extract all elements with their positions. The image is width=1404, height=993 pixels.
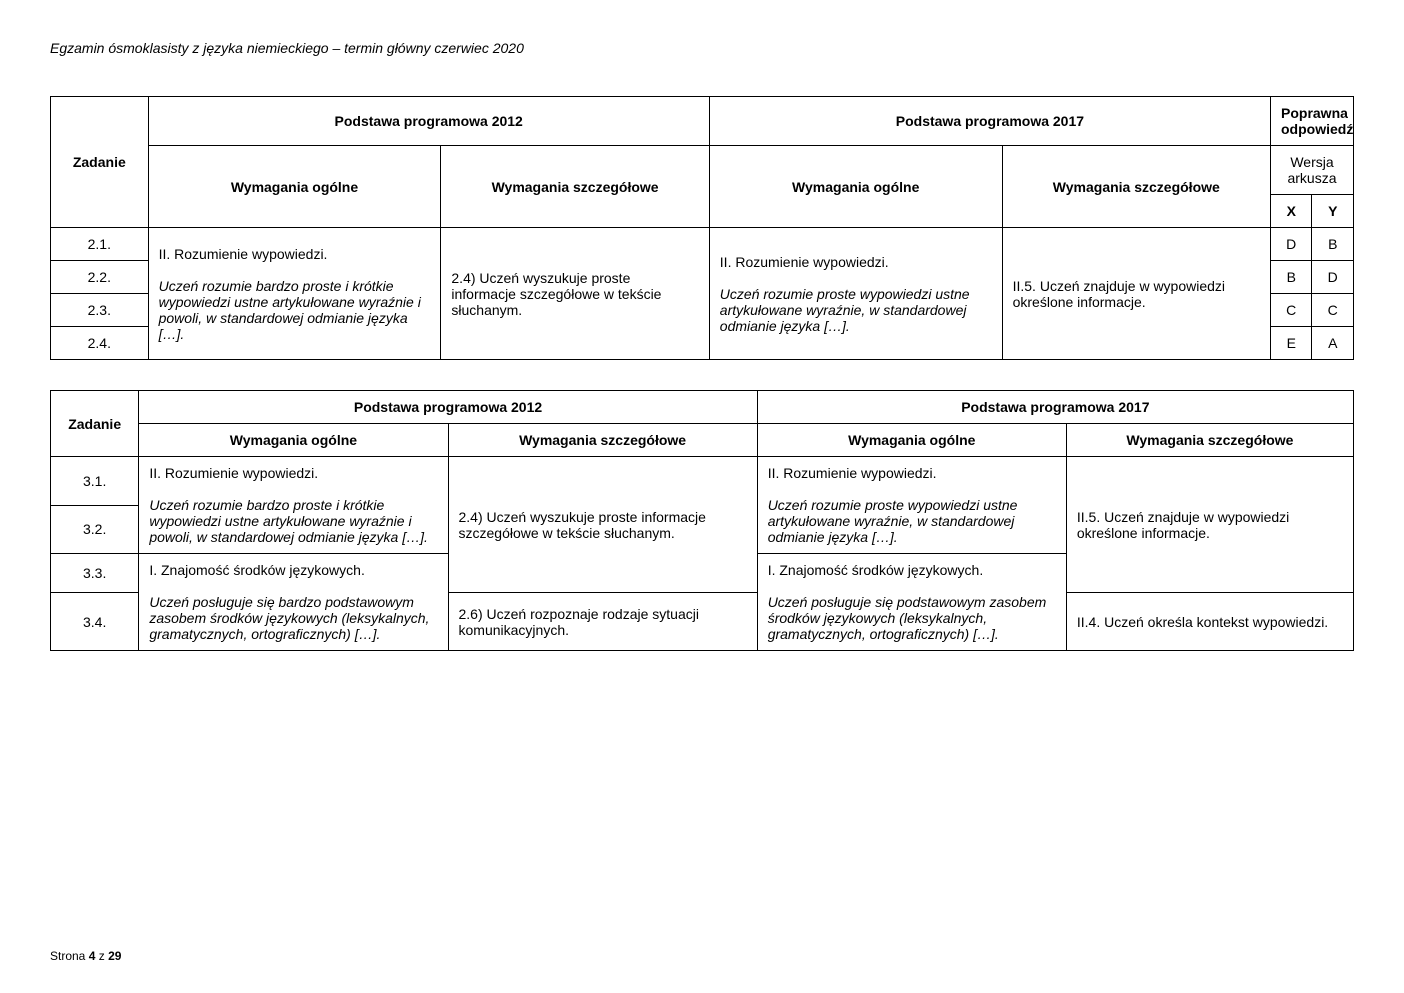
header-pp2012: Podstawa programowa 2012	[148, 97, 709, 146]
text-sub: Uczeń rozumie proste wypowiedzi ustne ar…	[768, 497, 1056, 545]
text-main: II. Rozumienie wypowiedzi.	[768, 465, 1056, 481]
text-main: I. Znajomość środków językowych.	[768, 562, 1056, 578]
header-wo-2012: Wymagania ogólne	[139, 424, 448, 457]
cell-ws-2017-34: II.4. Uczeń określa kontekst wypowiedzi.	[1066, 593, 1353, 651]
cell-zadanie: 2.1.	[51, 228, 149, 261]
header-pp2017: Podstawa programowa 2017	[709, 97, 1270, 146]
header-zadanie: Zadanie	[51, 391, 139, 457]
cell-zadanie: 3.3.	[51, 554, 139, 593]
cell-y: A	[1312, 327, 1354, 360]
header-ws-2012: Wymagania szczegółowe	[448, 424, 757, 457]
text-sub: Uczeń posługuje się podstawowym zasobem …	[768, 594, 1056, 642]
header-pp2017: Podstawa programowa 2017	[757, 391, 1353, 424]
cell-zadanie: 2.2.	[51, 261, 149, 294]
text-sub: Uczeń rozumie proste wypowiedzi ustne ar…	[720, 286, 992, 334]
table-row: Zadanie Podstawa programowa 2012 Podstaw…	[51, 97, 1354, 146]
header-ws-2017: Wymagania szczegółowe	[1066, 424, 1353, 457]
header-wo-2017: Wymagania ogólne	[709, 146, 1002, 228]
header-x: X	[1271, 195, 1312, 228]
header-pp2012: Podstawa programowa 2012	[139, 391, 757, 424]
cell-ws-2012-34: 2.6) Uczeń rozpoznaje rodzaje sytuacji k…	[448, 593, 757, 651]
cell-zadanie: 3.2.	[51, 505, 139, 554]
table-row: 2.1. II. Rozumienie wypowiedzi. Uczeń ro…	[51, 228, 1354, 261]
table-row: Wymagania ogólne Wymagania szczegółowe W…	[51, 146, 1354, 195]
cell-wo-2012-bottom: I. Znajomość środków językowych. Uczeń p…	[139, 554, 448, 651]
table-row: Wymagania ogólne Wymagania szczegółowe W…	[51, 424, 1354, 457]
cell-x: B	[1271, 261, 1312, 294]
header-poprawna: Poprawna odpowiedź	[1271, 97, 1354, 146]
table-row: 3.1. II. Rozumienie wypowiedzi. Uczeń ro…	[51, 457, 1354, 506]
cell-y: D	[1312, 261, 1354, 294]
header-ws-2012: Wymagania szczegółowe	[441, 146, 709, 228]
header-zadanie: Zadanie	[51, 97, 149, 228]
header-y: Y	[1312, 195, 1354, 228]
header-wo-2012: Wymagania ogólne	[148, 146, 441, 228]
header-wo-2017: Wymagania ogólne	[757, 424, 1066, 457]
text-main: II. Rozumienie wypowiedzi.	[159, 246, 431, 262]
cell-ws-2017-top: II.5. Uczeń znajduje w wypowiedzi określ…	[1066, 457, 1353, 593]
cell-x: C	[1271, 294, 1312, 327]
header-wersja: Wersja arkusza	[1271, 146, 1354, 195]
cell-x: D	[1271, 228, 1312, 261]
cell-zadanie: 3.4.	[51, 593, 139, 651]
text-sub: Uczeń posługuje się bardzo podstawowym z…	[149, 594, 437, 642]
cell-ws-2017: II.5. Uczeń znajduje w wypowiedzi określ…	[1002, 228, 1270, 360]
table-1: Zadanie Podstawa programowa 2012 Podstaw…	[50, 96, 1354, 360]
text-main: II. Rozumienie wypowiedzi.	[149, 465, 437, 481]
cell-wo-2012-top: II. Rozumienie wypowiedzi. Uczeń rozumie…	[139, 457, 448, 554]
header-ws-2017: Wymagania szczegółowe	[1002, 146, 1270, 228]
text-main: I. Znajomość środków językowych.	[149, 562, 437, 578]
cell-wo-2017: II. Rozumienie wypowiedzi. Uczeń rozumie…	[709, 228, 1002, 360]
page-footer: Strona 4 z 29	[50, 949, 121, 963]
cell-zadanie: 2.3.	[51, 294, 149, 327]
cell-y: C	[1312, 294, 1354, 327]
cell-zadanie: 3.1.	[51, 457, 139, 506]
cell-wo-2012: II. Rozumienie wypowiedzi. Uczeń rozumie…	[148, 228, 441, 360]
cell-x: E	[1271, 327, 1312, 360]
text-sub: Uczeń rozumie bardzo proste i krótkie wy…	[159, 278, 431, 342]
table-row: Zadanie Podstawa programowa 2012 Podstaw…	[51, 391, 1354, 424]
text-main: II. Rozumienie wypowiedzi.	[720, 254, 992, 270]
cell-wo-2017-top: II. Rozumienie wypowiedzi. Uczeń rozumie…	[757, 457, 1066, 554]
text-sub: Uczeń rozumie bardzo proste i krótkie wy…	[149, 497, 437, 545]
page-header: Egzamin ósmoklasisty z języka niemieckie…	[50, 40, 1354, 56]
table-2: Zadanie Podstawa programowa 2012 Podstaw…	[50, 390, 1354, 651]
cell-zadanie: 2.4.	[51, 327, 149, 360]
cell-ws-2012: 2.4) Uczeń wyszukuje proste informacje s…	[441, 228, 709, 360]
cell-y: B	[1312, 228, 1354, 261]
cell-wo-2017-bottom: I. Znajomość środków językowych. Uczeń p…	[757, 554, 1066, 651]
cell-ws-2012-top: 2.4) Uczeń wyszukuje proste informacje s…	[448, 457, 757, 593]
